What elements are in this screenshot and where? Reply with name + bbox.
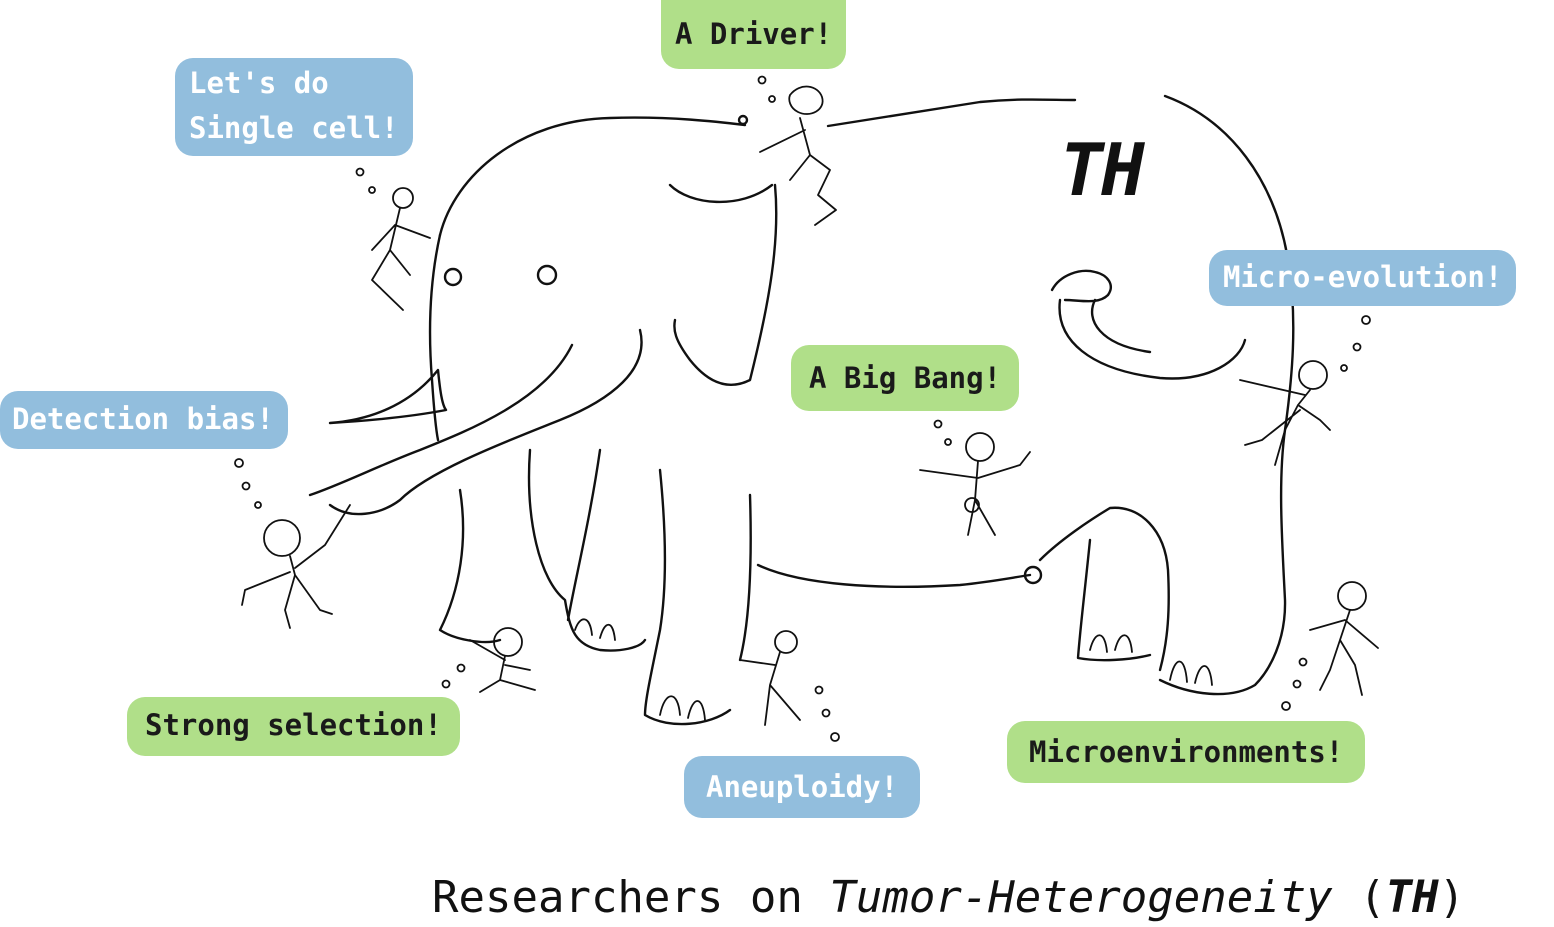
caption-close-paren: ): [1438, 872, 1466, 923]
caption-abbrev: TH: [1385, 872, 1439, 923]
elephant-label: TH: [1060, 128, 1145, 212]
caption-open-paren: (: [1332, 872, 1386, 923]
researcher-figures: [241, 85, 1379, 726]
figure-caption: Researchers on Tumor-Heterogeneity (TH): [432, 872, 1465, 923]
bubble-strong-selection: Strong selection!: [127, 697, 460, 756]
thought-dots: [234, 75, 1371, 742]
bubble-aneuploidy: Aneuploidy!: [684, 756, 921, 818]
caption-prefix: Researchers on: [432, 872, 830, 923]
bubble-micro-evolution: Micro-evolution!: [1209, 250, 1517, 306]
bubble-big-bang: A Big Bang!: [791, 345, 1020, 411]
bubble-driver: A Driver!: [661, 0, 847, 69]
elephant-outline: [308, 94, 1295, 726]
bubble-single-cell: Let's do Single cell!: [175, 58, 413, 156]
caption-topic: Tumor-Heterogeneity: [829, 872, 1333, 923]
bubble-microenvironments: Microenvironments!: [1007, 721, 1366, 783]
bubble-detection-bias: Detection bias!: [0, 391, 288, 449]
